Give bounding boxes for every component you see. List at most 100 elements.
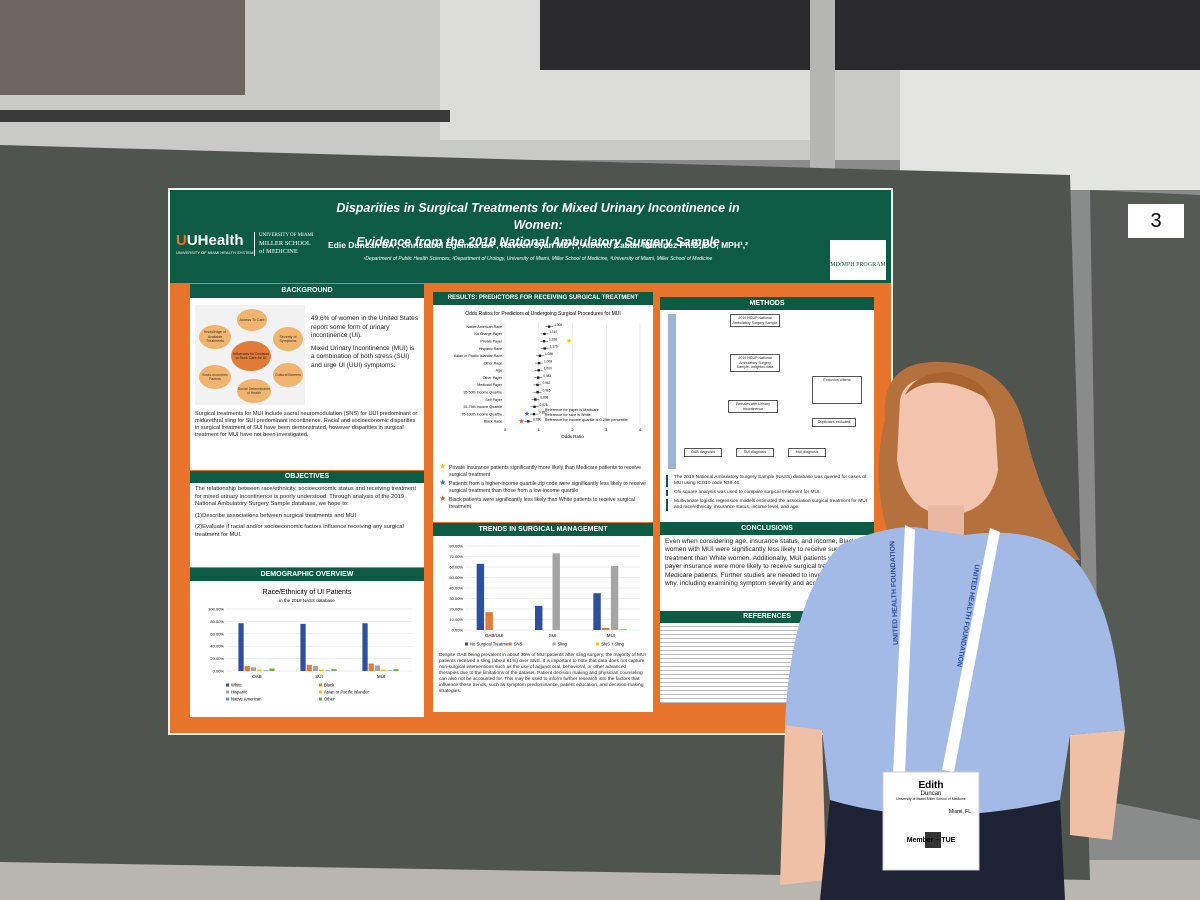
row-label: Asian or Pacific Islander Race xyxy=(454,354,502,358)
odds-point xyxy=(533,405,536,408)
x-tick-label: OAB/UUI xyxy=(485,633,504,638)
background-stat: Mixed Urinary Incontinence (MUI) is a co… xyxy=(311,344,415,369)
row-label: Other Payer xyxy=(483,376,503,380)
value-label: 0.690 xyxy=(533,418,541,422)
odds-point xyxy=(543,332,546,336)
trends-box: 0.00% 10.00% 20.00% 30.00% 40.00% 50.00% 60.00… xyxy=(433,536,653,712)
badge-affiliation: University of Miami Miller School of Med… xyxy=(896,797,966,801)
bar xyxy=(619,628,628,630)
diagram-node: Influences for Decision to Seek Care for… xyxy=(231,341,271,371)
legend-label: Black xyxy=(324,683,335,688)
legend-label: Sling xyxy=(558,642,568,647)
row-label: 26-50th Income Quartile xyxy=(463,391,502,395)
legend-swatch xyxy=(465,642,468,646)
poster: UUHealth UNIVERSITY OF MIAMI HEALTH SYST… xyxy=(168,188,893,735)
bar xyxy=(552,553,560,630)
logo-sub: UNIVERSITY OF MIAMI HEALTH SYSTEM xyxy=(176,250,254,255)
forest-plot: Odds Ratios for Predictors of Undergoing… xyxy=(454,311,642,439)
value-label: 1.156 xyxy=(549,337,557,341)
flow-node: Duplicates excluded xyxy=(812,418,856,427)
badge-role: Member – TUE xyxy=(906,837,956,844)
row-label: Native American Race xyxy=(466,325,502,329)
reference-note: Reference for payer is Medicare xyxy=(545,408,599,412)
section-heading: TRENDS IN SURGICAL MANAGEMENT xyxy=(433,523,653,536)
diagram-node: Social Determinants of Health xyxy=(237,379,271,403)
diagram-node: Severity of Symptoms xyxy=(273,327,303,351)
y-tick-label: 30.00% xyxy=(449,596,463,601)
odds-point xyxy=(542,340,546,343)
bar xyxy=(325,670,331,671)
bar xyxy=(244,666,250,671)
x-tick-label: OAB xyxy=(252,674,262,679)
chart-title: Race/Ethnicity of UI Patients xyxy=(263,589,352,596)
trends-body: Despite OAB being prevalent in about 30%… xyxy=(439,653,646,694)
bar xyxy=(381,669,387,671)
y-tick-label: 60.00% xyxy=(449,565,463,570)
bar xyxy=(610,565,619,630)
odds-point xyxy=(536,383,539,387)
demographic-chart: Race/Ethnicity of UI Patients in the 2019… xyxy=(208,589,412,702)
diagram-node: Socio-economic Factors xyxy=(199,365,231,389)
row-label: Other Race xyxy=(484,361,502,365)
y-tick-label: 0.00% xyxy=(452,628,464,633)
bar xyxy=(362,623,368,671)
odds-point xyxy=(538,354,542,357)
odds-point xyxy=(543,347,546,350)
title-line: Disparities in Surgical Treatments for M… xyxy=(336,201,740,232)
flow-node: OAB diagnosis xyxy=(684,448,722,457)
value-label: 0.875 xyxy=(540,403,548,407)
chart-title: Odds Ratios for Predictors of Undergoing… xyxy=(465,311,621,317)
method-bullet: Multivariate logistic regression models … xyxy=(666,499,868,511)
title-line: Evidence from the 2019 National Ambulato… xyxy=(356,235,720,249)
flow-node: SUI diagnosis xyxy=(736,448,774,457)
row-label: Private Payer xyxy=(480,340,502,344)
poster-header xyxy=(170,190,891,283)
legend-swatch xyxy=(226,683,229,687)
legend-label: Other xyxy=(324,697,335,702)
demographic-box: Race/Ethnicity of UI Patients in the 2019… xyxy=(190,581,424,717)
diagram-node: Access To Care xyxy=(237,309,267,331)
row-label: Age xyxy=(496,369,502,373)
bar xyxy=(387,670,393,671)
odds-point xyxy=(536,376,540,379)
section-heading: RESULTS: PREDICTORS FOR RECEIVING SURGIC… xyxy=(433,292,653,305)
bar xyxy=(485,612,493,630)
affiliations: ¹Department of Public Health Sciences, ²… xyxy=(363,256,713,262)
flow-node: 2019 HCUP National Ambulatory Surgery Sa… xyxy=(730,314,780,327)
badge-first: Edith xyxy=(918,780,944,791)
flowchart: 2019 HCUP National Ambulatory Surgery Sa… xyxy=(662,312,872,472)
legend-label: Native American xyxy=(231,697,262,702)
school-line: UNIVERSITY OF MIAMI xyxy=(259,233,314,238)
value-label: 1.008 xyxy=(544,359,552,363)
legend-label: SNS + Sling xyxy=(601,642,624,647)
star: ★ xyxy=(439,494,447,503)
bar xyxy=(593,593,601,630)
results-box: Odds Ratios for Predictors of Undergoing… xyxy=(433,305,653,522)
x-tick-label: 2 xyxy=(571,427,574,432)
x-tick-label: 4 xyxy=(639,427,642,432)
value-label: 1.036 xyxy=(545,352,553,356)
program-logo: MD/MPH PROGRAM xyxy=(830,240,886,280)
x-tick-label: MUI xyxy=(607,633,615,638)
row-label: 51-75th Income Quartile xyxy=(463,405,502,409)
background-box: Influences for Decision to Seek Care for… xyxy=(190,298,424,470)
row-label: No Charge Payer xyxy=(474,332,503,336)
x-tick-label: SUI xyxy=(549,633,557,638)
y-tick-label: 10.00% xyxy=(449,617,463,622)
bar xyxy=(393,669,399,671)
bar xyxy=(306,664,312,671)
value-label: 0.965 xyxy=(543,388,551,392)
row-label: 76-100th Income Quartile xyxy=(461,412,502,416)
value-label: 0.962 xyxy=(542,381,550,385)
objective-item: (1)Describe associations between surgica… xyxy=(195,512,357,519)
legend-swatch xyxy=(226,697,229,701)
odds-point xyxy=(532,412,536,416)
section-heading: OBJECTIVES xyxy=(190,471,424,483)
star: ★ xyxy=(439,478,447,487)
objectives-intro: The relationship between race/ethnicity,… xyxy=(195,486,416,507)
bar xyxy=(257,669,263,671)
bar xyxy=(319,669,325,671)
y-tick-label: 20.00% xyxy=(210,656,224,661)
legend-label: SNS xyxy=(514,642,523,647)
